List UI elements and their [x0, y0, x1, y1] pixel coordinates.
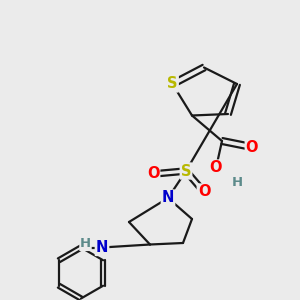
- Text: O: O: [210, 160, 222, 175]
- Text: S: S: [167, 76, 178, 92]
- Text: H: H: [231, 176, 243, 190]
- Text: O: O: [147, 167, 159, 182]
- Text: H: H: [80, 237, 91, 250]
- Text: O: O: [246, 140, 258, 154]
- Text: N: N: [162, 190, 174, 206]
- Text: N: N: [96, 240, 108, 255]
- Text: S: S: [181, 164, 191, 178]
- Text: O: O: [198, 184, 210, 200]
